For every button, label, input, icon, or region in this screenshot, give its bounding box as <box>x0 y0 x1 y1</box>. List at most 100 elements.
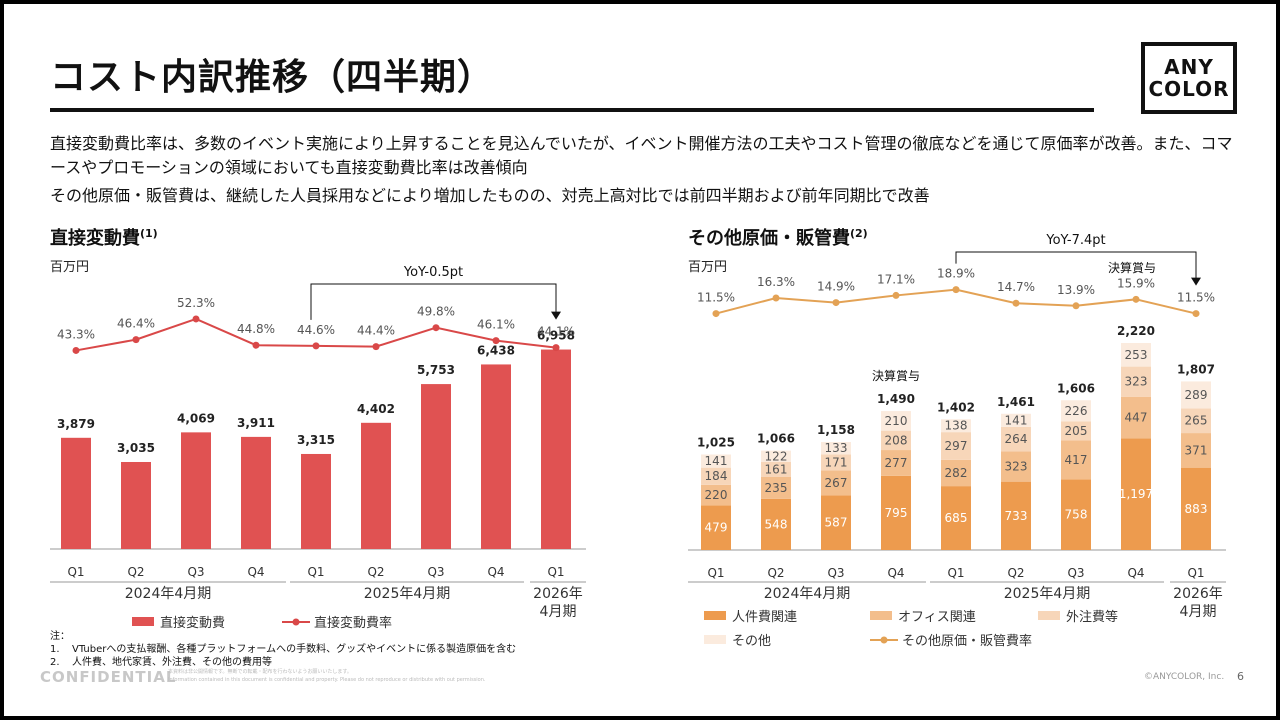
direct-yoy-label: YoY-0.5pt <box>403 265 463 280</box>
other-ratio-point-8 <box>1132 295 1140 303</box>
direct-bar-4 <box>241 436 271 549</box>
direct-cost-footnote-ref: (1) <box>140 227 158 240</box>
other-ratio-point-7 <box>1072 302 1080 310</box>
other-total-label-3: 1,158 <box>817 423 855 437</box>
slide: コスト内訳推移（四半期） ANY COLOR 直接変動費比率は、多数のイベント実… <box>4 4 1276 716</box>
legend-label-personnel: 人件費関連 <box>732 610 798 625</box>
note-2-num: 2. <box>50 657 60 668</box>
confidential-label: CONFIDENTIAL <box>40 668 177 686</box>
other-tick-3: Q3 <box>827 566 844 580</box>
other-bar-8-seg-4 <box>1121 343 1151 367</box>
bonus-annotation-q4-2025: 決算賞与 <box>1108 260 1156 275</box>
logo-line1: ANY <box>1164 55 1214 79</box>
other-ratio-label-5: 18.9% <box>937 267 975 281</box>
direct-yoy-bracket <box>310 283 557 320</box>
direct-cost-unit: 百万円 <box>50 260 90 275</box>
other-ratio-point-1 <box>712 310 720 318</box>
legend-line-other-ratio-icon <box>870 636 898 643</box>
legend-label-office: オフィス関連 <box>898 610 976 625</box>
direct-tick-7: Q3 <box>427 565 444 579</box>
other-bar-7-seg-1 <box>1061 479 1091 550</box>
direct-bar-8 <box>481 364 511 549</box>
disclaimer-ja: 本資料は非公開情報です。無断での転載・配布を行わないようお願いいたします。 <box>168 669 352 675</box>
other-total-label-7: 1,606 <box>1057 381 1095 395</box>
direct-bar-label-9: 6,958 <box>537 329 575 343</box>
direct-bar-9 <box>541 349 571 549</box>
direct-ratio-label-2: 46.4% <box>117 317 155 331</box>
disclaimer-en: Information contained in this document i… <box>168 677 486 683</box>
direct-bar-label-4: 3,911 <box>237 416 275 430</box>
legend-label-other: その他 <box>732 634 772 649</box>
note-1-num: 1. <box>50 644 60 655</box>
footnotes: 注： 1. VTuberへの支払報酬、各種プラットフォームへの手数料、グッズやイベ… <box>50 630 516 669</box>
direct-ratio-label-7: 49.8% <box>417 305 455 319</box>
other-bar-9-seg-3-label: 265 <box>1185 414 1208 428</box>
title-underline <box>50 108 1094 112</box>
other-bar-3-seg-4-label: 133 <box>825 441 848 455</box>
logo-line2: COLOR <box>1148 77 1230 101</box>
other-bar-3-seg-3 <box>821 454 851 471</box>
other-bar-8-seg-2-label: 447 <box>1125 411 1148 425</box>
other-bar-7-seg-3-label: 205 <box>1065 424 1088 438</box>
other-bar-5-seg-4 <box>941 419 971 433</box>
legend-swatch-outsourcing <box>1038 611 1060 620</box>
other-bar-6-seg-3 <box>1001 426 1031 452</box>
other-bar-4-seg-3 <box>881 430 911 451</box>
other-bar-7-seg-4-label: 226 <box>1065 404 1088 418</box>
other-bar-1-seg-4-label: 141 <box>705 454 728 468</box>
other-total-label-4: 1,490 <box>877 392 915 406</box>
other-bar-4-seg-4 <box>881 411 911 431</box>
other-cost-title-text: その他原価・販管費 <box>688 228 850 249</box>
direct-tick-2: Q2 <box>127 565 144 579</box>
other-bar-5-seg-3 <box>941 432 971 460</box>
other-bar-9-seg-4 <box>1181 381 1211 409</box>
direct-ratio-point-1 <box>72 346 80 354</box>
other-bar-7-seg-2 <box>1061 440 1091 480</box>
legend-other: その他 <box>704 630 771 649</box>
other-bar-8-seg-3-label: 323 <box>1125 375 1148 389</box>
other-bar-9-seg-2-label: 371 <box>1185 443 1208 457</box>
other-bar-7-seg-3 <box>1061 421 1091 441</box>
other-bar-1-seg-4 <box>701 454 731 468</box>
other-bar-6-seg-4 <box>1001 413 1031 427</box>
other-bar-6-seg-1-label: 733 <box>1005 509 1028 523</box>
summary-paragraph-1: 直接変動費比率は、多数のイベント実施により上昇することを見込んでいたが、イベント… <box>50 134 1233 177</box>
other-cost-chart: 4792201841411,025Q15482351611221,066Q258… <box>688 233 1226 620</box>
other-tick-6: Q2 <box>1007 566 1024 580</box>
other-bar-6-seg-3-label: 264 <box>1005 432 1028 446</box>
direct-ratio-point-6 <box>372 343 380 351</box>
legend-office: オフィス関連 <box>870 606 976 625</box>
other-bar-4-seg-4-label: 210 <box>885 414 908 428</box>
other-yoy-bracket <box>955 251 1197 284</box>
legend-label-outsourcing: 外注費等 <box>1066 610 1119 625</box>
direct-cost-title-text: 直接変動費 <box>50 228 140 249</box>
direct-group-label-2: 2025年4月期 <box>364 586 451 602</box>
other-bar-8-seg-1 <box>1121 438 1151 550</box>
other-bar-8-seg-3 <box>1121 366 1151 397</box>
other-bar-7-seg-2-label: 417 <box>1065 453 1088 467</box>
legend-direct-cost: 直接変動費 <box>132 612 225 631</box>
direct-ratio-point-7 <box>432 324 440 332</box>
other-bar-6-seg-2 <box>1001 451 1031 482</box>
other-ratio-label-1: 11.5% <box>697 291 735 305</box>
direct-ratio-point-3 <box>192 315 200 323</box>
other-bar-1-seg-3-label: 184 <box>705 469 728 483</box>
other-ratio-label-9: 11.5% <box>1177 291 1215 305</box>
direct-bar-label-6: 4,402 <box>357 402 395 416</box>
other-tick-1: Q1 <box>707 566 724 580</box>
other-bar-2-seg-4-label: 122 <box>765 449 788 463</box>
other-tick-9: Q1 <box>1187 566 1204 580</box>
direct-bar-label-1: 3,879 <box>57 417 95 431</box>
other-bar-1-seg-1-label: 479 <box>705 521 728 535</box>
direct-tick-5: Q1 <box>307 565 324 579</box>
direct-ratio-label-3: 52.3% <box>177 296 215 310</box>
direct-ratio-label-8: 46.1% <box>477 318 515 332</box>
direct-tick-1: Q1 <box>67 565 84 579</box>
other-bar-3-seg-4 <box>821 442 851 455</box>
legend-other-ratio: その他原価・販管費率 <box>870 630 1032 649</box>
other-bar-4-seg-2-label: 277 <box>885 456 908 470</box>
other-bar-9-seg-4-label: 289 <box>1185 388 1208 402</box>
other-group-label-3b: 4月期 <box>1180 604 1217 620</box>
legend-direct-cost-ratio: 直接変動費率 <box>282 612 392 631</box>
legend-outsourcing: 外注費等 <box>1038 606 1118 625</box>
